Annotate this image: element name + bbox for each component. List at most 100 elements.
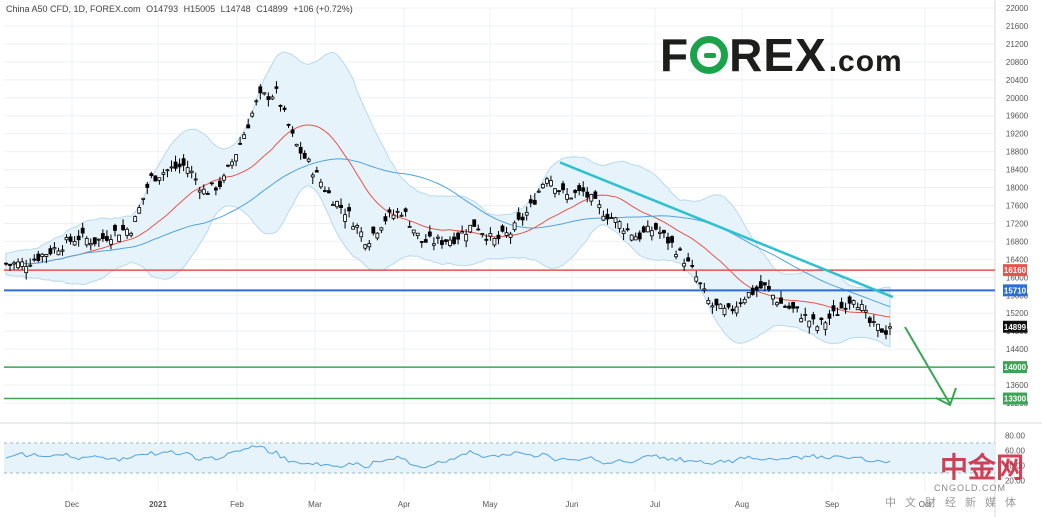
candle-body bbox=[493, 238, 496, 245]
candle-body bbox=[396, 211, 399, 212]
time-axis: Dec 2021 Feb Mar Apr May Jun Jul Aug Sep Oct bbox=[65, 500, 932, 509]
candle-body bbox=[699, 283, 702, 284]
level-tag-label: 13300 bbox=[1004, 395, 1027, 404]
candle-body bbox=[154, 176, 157, 181]
candle-body bbox=[549, 181, 552, 186]
time-tick-label: Feb bbox=[230, 500, 244, 509]
candle-body bbox=[251, 113, 254, 116]
candle-body bbox=[489, 233, 492, 236]
candle-body bbox=[218, 181, 221, 186]
candle-body bbox=[541, 184, 544, 187]
cngold-watermark: 中金网 bbox=[940, 446, 1024, 486]
candle-body bbox=[323, 191, 326, 192]
candle-body bbox=[57, 251, 60, 255]
level-tag-label: 14000 bbox=[1004, 363, 1027, 372]
instrument-label: China A50 CFD, 1D, FOREX.com bbox=[6, 4, 141, 14]
candle-body bbox=[666, 237, 669, 243]
candle-body bbox=[279, 105, 282, 106]
time-tick-label: Jul bbox=[650, 500, 660, 509]
price-tick-label: 14400 bbox=[1006, 345, 1029, 354]
candle-body bbox=[33, 259, 36, 260]
candle-body bbox=[428, 232, 431, 236]
time-tick-label: Jun bbox=[566, 500, 579, 509]
candle-body bbox=[771, 295, 774, 299]
level-tag-label: 16160 bbox=[1004, 266, 1027, 275]
candle-body bbox=[311, 175, 314, 177]
candle-body bbox=[497, 235, 500, 238]
candle-body bbox=[545, 179, 548, 183]
candle-body bbox=[388, 210, 391, 212]
candle-body bbox=[93, 238, 96, 244]
candle-body bbox=[590, 194, 593, 201]
candle-body bbox=[533, 200, 536, 204]
price-tick-label: 22000 bbox=[1006, 4, 1029, 13]
price-tick-label: 16800 bbox=[1006, 237, 1029, 246]
candle-body bbox=[618, 222, 621, 229]
candle-body bbox=[759, 282, 762, 288]
price-tick-label: 13600 bbox=[1006, 381, 1029, 390]
candle-body bbox=[372, 227, 375, 233]
candle-body bbox=[364, 245, 367, 248]
candle-body bbox=[130, 233, 133, 235]
candle-body bbox=[594, 192, 597, 199]
candle-body bbox=[360, 232, 363, 237]
projection-arrow bbox=[905, 327, 950, 404]
candle-body bbox=[638, 233, 641, 239]
candle-body bbox=[134, 217, 137, 222]
candle-body bbox=[420, 241, 423, 242]
candle-body bbox=[392, 215, 395, 218]
candle-body bbox=[662, 230, 665, 233]
candle-body bbox=[113, 225, 116, 230]
candle-body bbox=[840, 302, 843, 308]
candle-body bbox=[400, 215, 403, 216]
candle-body bbox=[477, 229, 480, 230]
candle-body bbox=[473, 220, 476, 227]
change-value: +106 (+0.72%) bbox=[293, 4, 353, 14]
candle-body bbox=[820, 318, 823, 319]
candle-body bbox=[610, 217, 613, 218]
candle-body bbox=[755, 287, 758, 290]
candle-body bbox=[626, 229, 629, 230]
time-tick-label: Apr bbox=[398, 500, 411, 509]
candle-body bbox=[81, 228, 84, 233]
candle-body bbox=[69, 237, 72, 242]
candle-body bbox=[695, 277, 698, 281]
candle-body bbox=[832, 306, 835, 311]
candle-body bbox=[77, 236, 80, 240]
forex-logo: F REX.com bbox=[660, 28, 903, 82]
candle-body bbox=[126, 229, 129, 235]
candle-body bbox=[501, 226, 504, 231]
candle-body bbox=[707, 300, 710, 303]
candle-body bbox=[416, 233, 419, 235]
price-tick-label: 19600 bbox=[1006, 112, 1029, 121]
candle-body bbox=[578, 186, 581, 191]
candle-body bbox=[9, 264, 12, 265]
candle-body bbox=[440, 241, 443, 245]
candle-body bbox=[303, 153, 306, 158]
candle-body bbox=[239, 143, 242, 144]
candle-body bbox=[602, 216, 605, 220]
candle-body bbox=[586, 192, 589, 197]
close-value: C14899 bbox=[256, 4, 288, 14]
candle-body bbox=[775, 303, 778, 305]
candle-body bbox=[848, 297, 851, 303]
candle-body bbox=[780, 298, 783, 303]
candle-body bbox=[687, 258, 690, 261]
candle-body bbox=[243, 135, 246, 139]
candle-body bbox=[715, 299, 718, 305]
candle-body bbox=[562, 184, 565, 190]
candle-body bbox=[352, 227, 355, 230]
candle-body bbox=[13, 263, 16, 264]
price-tick-label: 21200 bbox=[1006, 40, 1029, 49]
candle-body bbox=[436, 237, 439, 238]
candle-body bbox=[186, 168, 189, 174]
candle-body bbox=[182, 159, 185, 166]
candle-body bbox=[368, 244, 371, 247]
price-tick-label: 18000 bbox=[1006, 184, 1029, 193]
cngold-domain: CNGOLD.COM bbox=[934, 483, 1006, 493]
candle-body bbox=[37, 254, 40, 261]
candle-body bbox=[327, 191, 330, 193]
candle-body bbox=[485, 239, 488, 240]
candle-body bbox=[796, 307, 799, 308]
candle-body bbox=[739, 303, 742, 304]
